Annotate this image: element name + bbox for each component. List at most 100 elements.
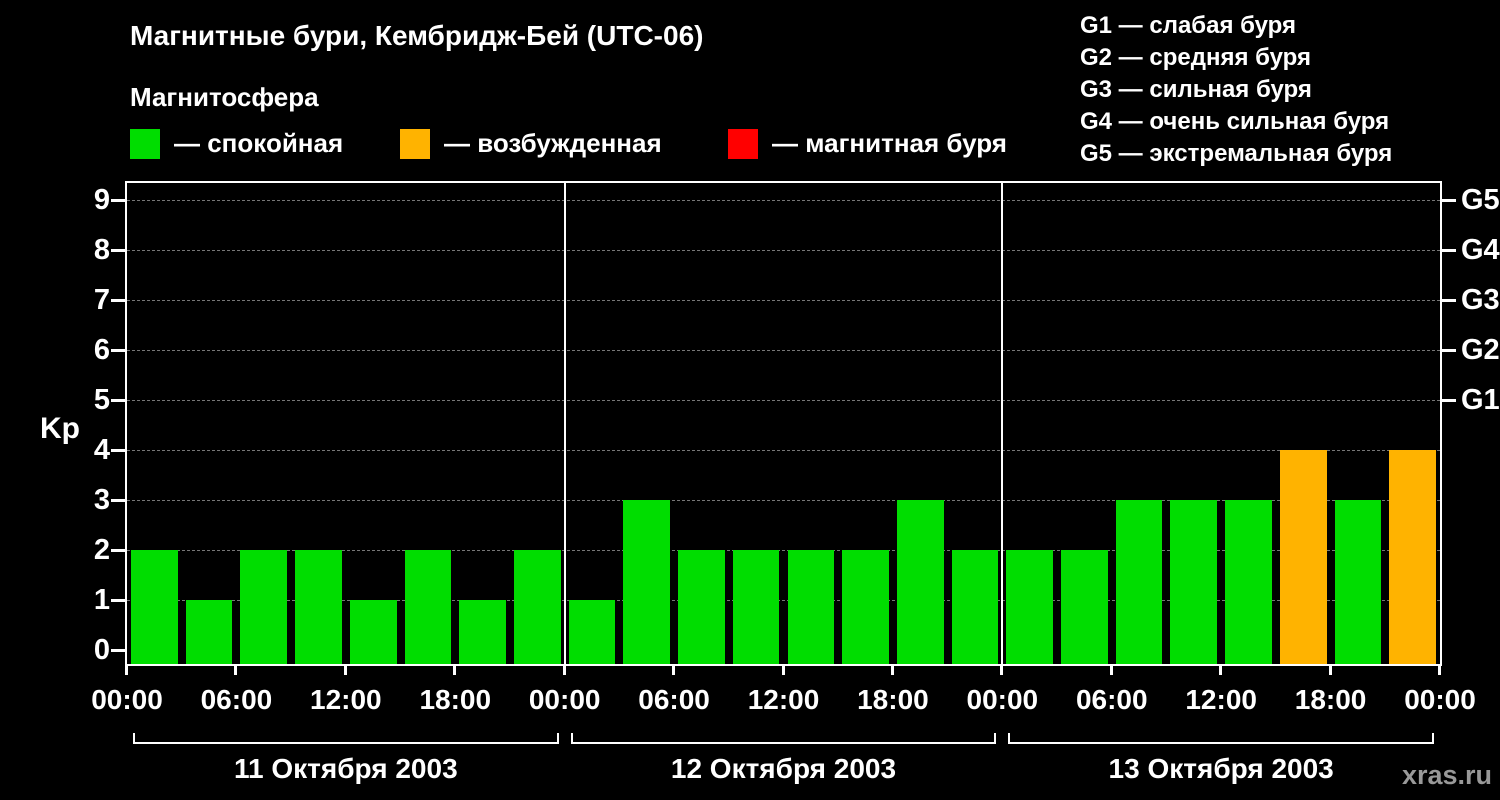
kp-bar (1170, 500, 1218, 664)
kp-bar (842, 550, 889, 664)
g-axis-tick-label: G1 (1461, 384, 1500, 416)
x-axis-tick (125, 666, 128, 675)
x-axis-tick (1000, 666, 1004, 675)
kp-bar (951, 550, 999, 664)
g-scale-item: G4 — очень сильная буря (1080, 108, 1390, 135)
day-bracket (1008, 742, 1434, 744)
time-tick-label: 06:00 (638, 684, 710, 715)
time-tick-label: 00:00 (966, 684, 1039, 715)
legend-item-label: — возбужденная (444, 128, 662, 158)
y-axis-tick (111, 349, 125, 352)
g-scale-item: G3 — сильная буря (1080, 76, 1312, 103)
day-separator (563, 183, 566, 664)
gridline (127, 500, 1440, 501)
kp-bar (185, 600, 233, 664)
kp-bar (1334, 500, 1382, 664)
gridline (127, 400, 1440, 401)
time-tick-label: 00:00 (91, 684, 163, 715)
y-axis-tick-label: 4 (93, 434, 110, 466)
g-axis-tick (1442, 249, 1456, 252)
legend-item-label: — магнитная буря (772, 128, 1007, 158)
y-axis-tick (111, 249, 125, 252)
y-axis-tick (111, 549, 125, 552)
kp-bar (678, 550, 725, 664)
kp-bar (404, 550, 452, 664)
kp-bar (732, 550, 780, 664)
day-bracket-end (1432, 733, 1434, 743)
g-scale-item: G2 — средняя буря (1080, 44, 1311, 71)
kp-bar (1389, 450, 1436, 664)
g-axis-tick-label: G3 (1461, 284, 1500, 316)
x-axis-tick (890, 666, 894, 675)
gridline (127, 200, 1440, 201)
y-axis-tick (111, 299, 125, 302)
y-axis-tick (111, 449, 125, 452)
legend: — спокойная — возбужденная — магнитная бур… (0, 128, 1100, 164)
gridline (127, 350, 1440, 351)
g-axis-tick (1442, 399, 1456, 402)
day-bracket-end (570, 733, 573, 743)
kp-bar (1061, 550, 1108, 664)
time-tick-label: 12:00 (747, 684, 820, 715)
x-axis-tick (781, 666, 785, 675)
plot-area (125, 181, 1442, 666)
kp-bar (568, 600, 616, 664)
kp-bar (1279, 450, 1327, 664)
x-axis-tick (672, 666, 676, 675)
time-tick-label: 00:00 (528, 684, 601, 715)
time-tick-label: 18:00 (857, 684, 929, 715)
day-bracket-end (556, 733, 559, 743)
x-axis-tick (562, 666, 566, 675)
g-axis-tick-label: G4 (1461, 234, 1500, 266)
x-axis-tick (234, 666, 238, 675)
kp-bar (240, 550, 288, 664)
time-tick-label: 06:00 (200, 684, 273, 715)
y-axis-tick-label: 3 (93, 484, 110, 516)
g-scale-legend: G1 — слабая буря G2 — средняя буря G3 — си… (1080, 10, 1392, 170)
date-label: 13 Октября 2003 (1108, 753, 1334, 784)
g-axis-tick (1442, 199, 1456, 202)
kp-bar (349, 600, 397, 664)
magnetosphere-label: Магнитосфера (130, 82, 319, 112)
day-bracket (570, 742, 997, 744)
y-axis-tick (111, 649, 125, 652)
time-tick-label: 00:00 (1404, 684, 1476, 715)
kp-bar (1225, 500, 1272, 664)
gridline (127, 250, 1440, 251)
y-axis-tick-label: 5 (93, 384, 110, 416)
storm-swatch-icon (728, 128, 758, 159)
day-separator (1001, 183, 1004, 664)
y-axis-label: Kp (40, 412, 80, 445)
x-axis-tick (1438, 666, 1441, 675)
excited-swatch-icon (400, 128, 430, 159)
x-axis-tick (343, 666, 347, 675)
x-axis-tick (1328, 666, 1332, 675)
legend-item-excited: — возбужденная (400, 128, 662, 159)
y-axis-tick (111, 399, 125, 402)
g-axis-tick-label: G5 (1461, 184, 1500, 216)
time-tick-label: 12:00 (310, 684, 382, 715)
day-bracket-end (994, 733, 997, 743)
y-axis-tick-label: 6 (93, 334, 110, 366)
g-axis-tick (1442, 299, 1456, 302)
watermark: xras.ru (1401, 760, 1492, 790)
day-bracket-end (1008, 733, 1011, 743)
legend-item-storm: — магнитная буря (728, 128, 1007, 159)
x-axis-tick (1109, 666, 1113, 675)
page-title: Магнитные бури, Кембридж-Бей (UTC-06) (130, 20, 704, 51)
y-axis-tick (111, 499, 125, 502)
y-axis-tick-label: 2 (93, 534, 110, 566)
x-axis-tick (1219, 666, 1223, 675)
g-axis-tick (1442, 349, 1456, 352)
kp-bar (295, 550, 342, 664)
kp-bar (1115, 500, 1163, 664)
y-axis-tick-label: 1 (93, 584, 110, 616)
kp-bar (896, 500, 944, 664)
g-axis-tick-label: G2 (1461, 334, 1500, 366)
x-axis-tick (453, 666, 457, 675)
y-axis-tick (111, 599, 125, 602)
kp-bar (459, 600, 506, 664)
y-axis-tick (111, 199, 125, 202)
kp-bar (623, 500, 671, 664)
